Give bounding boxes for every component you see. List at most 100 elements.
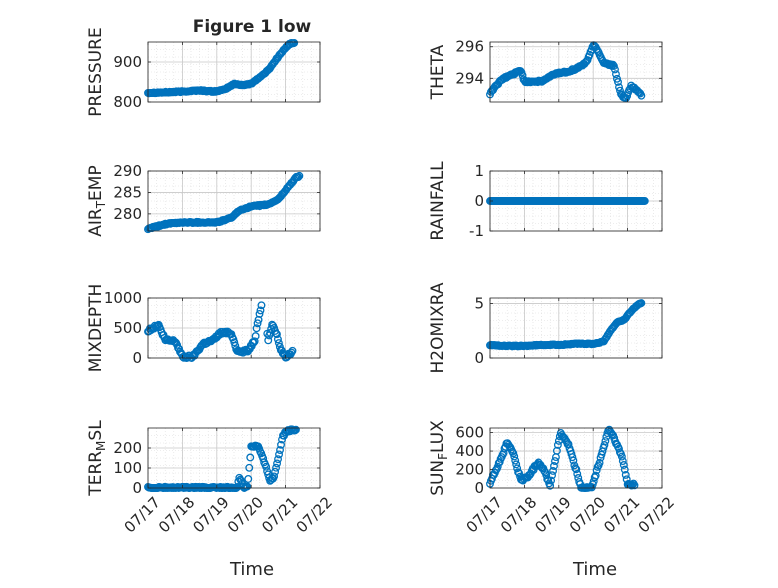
x-tick-label: 07/19 — [531, 493, 574, 536]
data-point — [616, 86, 624, 95]
data-point — [582, 57, 591, 66]
y-tick-label: 200 — [113, 439, 142, 457]
data-point — [230, 338, 239, 347]
data-point — [241, 345, 250, 354]
y-axis-label: TERRMSL — [86, 420, 108, 497]
axes-box — [147, 170, 321, 232]
y-tick-label: 800 — [113, 93, 142, 111]
data-point — [615, 444, 623, 453]
subplot-terr-msl: 0 100 200 TERRMSL 07/1707/1807/1907/2007/210… — [86, 420, 336, 537]
data-point — [290, 38, 299, 47]
y-axis-label: RAINFALL — [428, 161, 448, 241]
data-point — [612, 70, 620, 79]
y-tick-label: 0 — [132, 349, 142, 367]
y-axis-label: THETA — [428, 44, 448, 100]
data-point — [525, 471, 534, 479]
y-axis-label: MIXDEPTH — [86, 284, 106, 373]
data-point — [572, 465, 581, 474]
axes-box — [147, 41, 321, 103]
subplot-sun-flux: 0200400600SUNFLUX07/1707/1807/1907/2007/… — [428, 420, 678, 537]
data-point — [493, 462, 502, 471]
data-point — [553, 441, 562, 449]
x-tick-label: 07/18 — [155, 493, 198, 536]
data-point — [244, 475, 253, 483]
data-point — [272, 463, 281, 472]
data-point — [611, 65, 619, 74]
data-point — [278, 435, 286, 444]
data-point — [275, 450, 283, 459]
y-tick-label: 280 — [113, 205, 142, 223]
subplot-rainfall: -1 0 1 RAINFALL — [428, 161, 663, 241]
data-point — [294, 173, 303, 181]
y-tick-label: 200 — [455, 461, 484, 479]
data-point — [621, 470, 630, 479]
subplot-air-temp: 280 285 290 AIRTEMP — [86, 162, 321, 237]
data-point — [597, 450, 606, 459]
y-tick-label: 400 — [455, 442, 484, 460]
data-point — [262, 462, 271, 471]
y-axis-label: SUNFLUX — [428, 420, 450, 496]
data-point — [637, 299, 646, 308]
x-axis-label-left: Time — [229, 559, 274, 580]
y-tick-label: 900 — [113, 53, 142, 71]
data-point — [591, 471, 600, 480]
y-tick-label: 500 — [113, 319, 142, 337]
x-tick-label: 07/20 — [224, 493, 267, 536]
data-point — [273, 459, 282, 468]
data-point — [569, 456, 578, 465]
y-tick-label: 0 — [474, 479, 484, 497]
data-point — [595, 458, 604, 467]
x-tick-label: 07/22 — [635, 493, 678, 536]
data-point — [546, 481, 555, 490]
data-point — [615, 83, 623, 92]
data-point — [512, 460, 521, 469]
data-point — [609, 62, 618, 70]
data-point — [543, 475, 552, 484]
data-point — [600, 441, 609, 449]
data-point — [510, 452, 519, 461]
data-point — [640, 197, 649, 205]
data-point — [264, 336, 273, 345]
data-point — [246, 453, 255, 462]
subplot-pressure: 800 900 PRESSURE — [86, 27, 321, 117]
data-point — [620, 465, 629, 474]
y-tick-label: 1000 — [104, 289, 142, 307]
data-point — [550, 462, 558, 470]
y-tick-label: 0 — [474, 192, 484, 210]
x-axis-label-right: Time — [572, 559, 617, 580]
subplot-h2omixra: 0 5 H2OMIXRA — [428, 282, 663, 374]
data-point — [551, 457, 559, 466]
data-point — [511, 456, 520, 465]
y-tick-label: 100 — [113, 459, 142, 477]
data-point — [252, 324, 261, 333]
x-tick-label: 07/20 — [566, 493, 609, 536]
axes-box — [489, 297, 663, 359]
data-point — [619, 461, 628, 469]
data-point — [593, 462, 602, 471]
data-point — [257, 301, 266, 310]
x-tick-label: 07/18 — [497, 493, 540, 536]
data-point — [276, 446, 284, 454]
data-point — [288, 346, 297, 355]
x-tick-label: 07/21 — [258, 493, 301, 536]
data-point — [253, 319, 262, 328]
y-tick-label: 296 — [455, 38, 484, 56]
data-point — [234, 477, 243, 486]
data-point — [614, 78, 622, 86]
data-point — [273, 335, 282, 344]
data-point — [618, 457, 627, 465]
data-point — [274, 339, 283, 347]
data-point — [552, 446, 561, 455]
data-point — [255, 309, 264, 318]
data-point — [270, 472, 279, 481]
data-point — [540, 467, 549, 475]
y-tick-label: 5 — [474, 294, 484, 312]
axes-box — [489, 41, 663, 103]
y-tick-label: -1 — [469, 222, 484, 240]
data-point — [514, 468, 523, 477]
data-point — [548, 471, 557, 480]
data-point — [516, 67, 525, 76]
data-point — [549, 467, 557, 475]
